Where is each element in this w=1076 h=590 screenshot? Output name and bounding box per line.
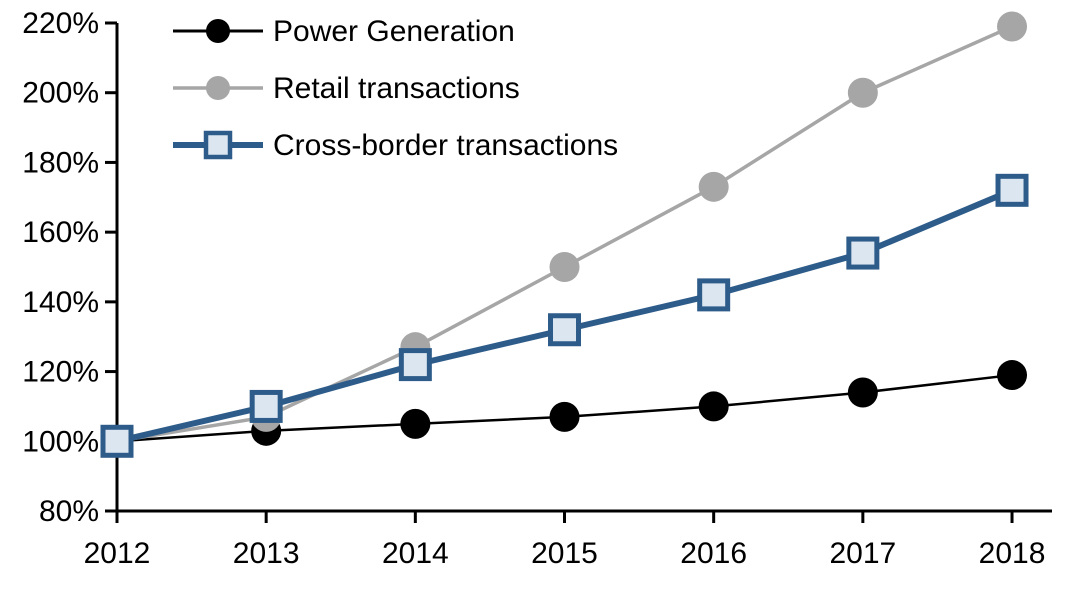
data-point-marker (249, 389, 283, 423)
x-axis-tick-label: 2018 (979, 537, 1046, 570)
data-point-marker (549, 401, 580, 432)
x-axis-tick-label: 2017 (829, 537, 896, 570)
legend-marker-square (203, 130, 233, 160)
y-axis-tick-label: 80% (39, 495, 99, 528)
x-axis-tick-label: 2012 (84, 537, 151, 570)
data-point-marker (995, 173, 1029, 207)
y-axis-tick-label: 220% (22, 7, 99, 40)
y-axis-tick-label: 100% (22, 425, 99, 458)
legend-marker-circle (206, 76, 230, 100)
data-point-marker (549, 252, 580, 282)
data-point-marker (997, 11, 1028, 42)
y-axis-tick-label: 120% (22, 356, 99, 389)
data-point-marker (548, 313, 582, 347)
y-axis-tick-label: 160% (22, 216, 99, 249)
legend-label: Cross-border transactions (273, 129, 618, 162)
data-point-marker (997, 360, 1028, 391)
x-axis-tick-label: 2014 (382, 537, 449, 570)
y-axis-tick-label: 180% (22, 146, 99, 179)
legend-label: Retail transactions (273, 72, 520, 105)
data-point-marker (398, 348, 432, 382)
y-axis-tick-label: 200% (22, 77, 99, 110)
data-point-marker (698, 171, 729, 202)
x-axis-tick-label: 2016 (680, 537, 747, 570)
data-point-marker (847, 377, 878, 408)
data-point-marker (698, 391, 729, 422)
data-point-marker (846, 236, 880, 270)
data-point-marker (697, 278, 731, 312)
data-point-marker (100, 424, 134, 458)
x-axis-tick-label: 2015 (531, 537, 598, 570)
legend-marker-circle (206, 19, 230, 43)
x-axis-tick-label: 2013 (233, 537, 300, 570)
y-axis-tick-label: 140% (22, 286, 99, 319)
legend-label: Power Generation (273, 15, 515, 48)
data-point-marker (400, 408, 431, 439)
data-point-marker (847, 77, 878, 108)
